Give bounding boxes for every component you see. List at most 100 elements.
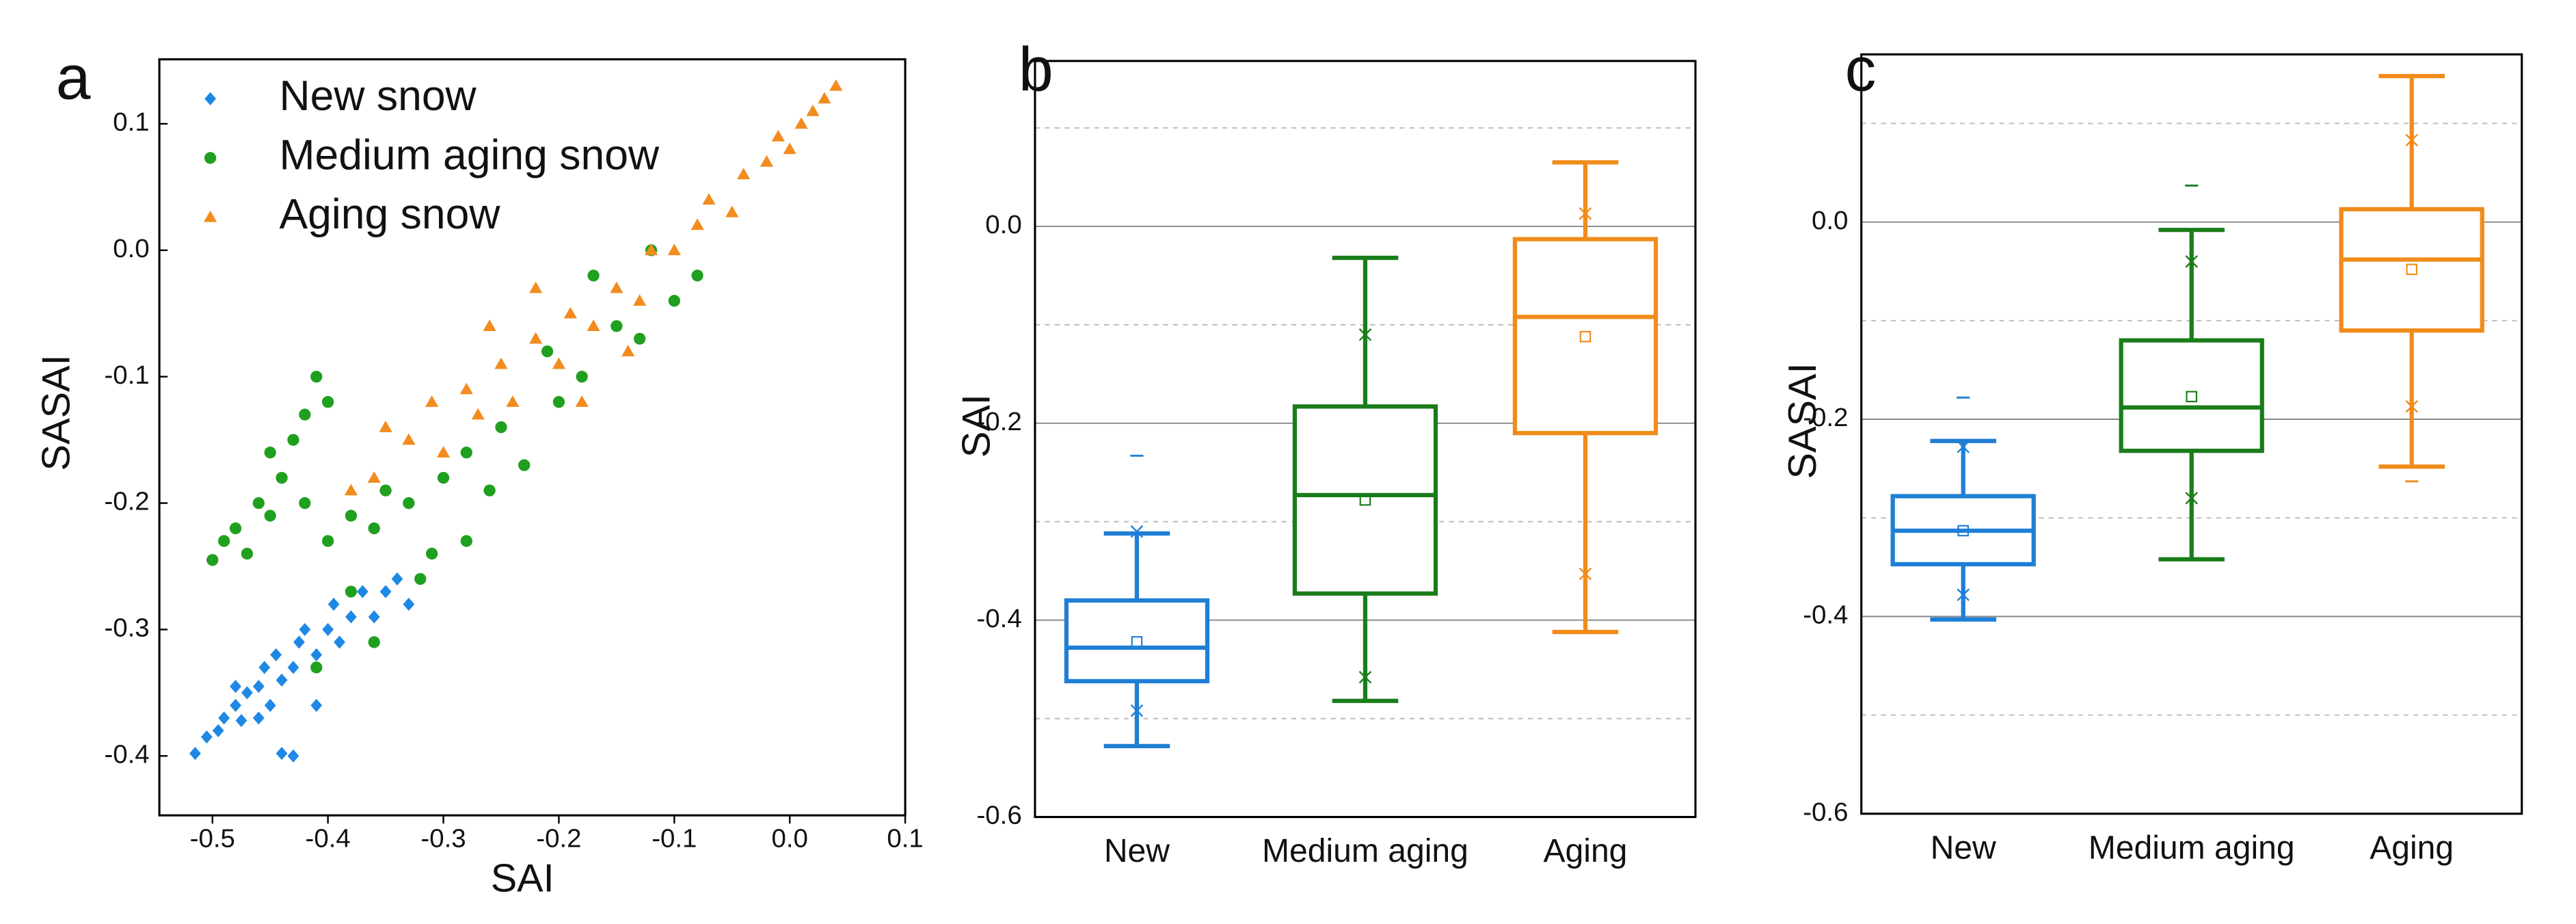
point [806, 104, 820, 116]
point [276, 746, 288, 761]
point [483, 319, 496, 331]
y-tick-label: -0.4 [1803, 600, 1848, 630]
point [494, 357, 508, 369]
percentile-marker [1130, 525, 1144, 538]
point [368, 610, 380, 624]
legend-marker [203, 210, 217, 222]
point [327, 597, 340, 611]
point [230, 679, 241, 694]
point [402, 433, 416, 445]
x-tick-label: -0.3 [420, 823, 466, 853]
legend-label: New snow [280, 72, 477, 120]
point [310, 661, 323, 674]
point [212, 724, 224, 737]
point [702, 193, 716, 205]
point [345, 610, 357, 624]
x-tick-label: -0.4 [306, 823, 351, 853]
x-tick-label: 0.0 [771, 823, 807, 853]
x-tick-label: Aging [1544, 832, 1628, 869]
y-tick-label: -0.4 [104, 739, 149, 769]
point [230, 698, 241, 712]
y-tick-label: 0.0 [1812, 206, 1848, 235]
point [345, 585, 358, 598]
point [725, 205, 739, 217]
x-tick-label: -0.2 [536, 823, 581, 853]
y-tick-label: 0.0 [985, 210, 1021, 239]
point [552, 396, 565, 408]
point [760, 155, 774, 167]
point [322, 535, 334, 547]
point [345, 510, 358, 522]
point [459, 382, 473, 395]
percentile-marker [1579, 207, 1592, 220]
y-tick-label: -0.6 [976, 801, 1021, 830]
point [258, 661, 271, 674]
point [460, 446, 472, 459]
point [310, 698, 323, 712]
point [691, 269, 703, 282]
x-axis-label: SAI [491, 857, 554, 901]
legend-marker [204, 92, 217, 106]
point [529, 332, 543, 344]
point [667, 243, 681, 256]
mean-marker [1957, 525, 1969, 537]
y-tick-label: -0.2 [976, 407, 1021, 436]
point [322, 396, 334, 408]
point [287, 749, 299, 763]
point [495, 421, 507, 434]
point [437, 471, 450, 484]
point [310, 648, 323, 662]
plot-frame [1860, 53, 2523, 815]
y-tick-label: 0.1 [113, 107, 149, 137]
point [634, 332, 646, 345]
percentile-marker [1358, 670, 1372, 684]
box [2119, 338, 2264, 453]
point [368, 636, 380, 648]
mean-marker [2186, 391, 2197, 403]
percentile-marker [2185, 255, 2198, 268]
panel-label: c [1845, 35, 1877, 105]
point [293, 635, 305, 649]
point [575, 395, 589, 407]
point [518, 459, 531, 471]
y-axis-label: SASAI [1781, 362, 1825, 479]
point [471, 408, 485, 420]
point [356, 585, 368, 598]
point [794, 117, 808, 129]
plot-frame [1034, 60, 1697, 819]
x-tick-label: New [1931, 829, 1996, 866]
point [576, 371, 588, 383]
y-axis-label: SASAI [35, 354, 79, 471]
point [414, 572, 427, 585]
point [587, 319, 600, 331]
point [276, 471, 288, 484]
box [1292, 404, 1438, 596]
point [737, 168, 751, 180]
point [287, 661, 299, 674]
panel-label: a [56, 43, 91, 113]
box [1512, 237, 1659, 436]
legend-label: Medium aging snow [280, 131, 660, 179]
percentile-marker [1130, 704, 1144, 717]
point [379, 585, 392, 598]
legend-marker [204, 152, 217, 164]
point [690, 218, 704, 230]
legend-label: Aging snow [280, 190, 501, 238]
y-tick-label: -0.6 [1803, 797, 1848, 827]
panel-label: b [1019, 35, 1054, 105]
point [264, 510, 276, 522]
point [299, 408, 311, 421]
point [644, 243, 658, 256]
point [633, 294, 647, 306]
point [264, 446, 276, 459]
point [241, 547, 254, 560]
percentile-marker [2185, 492, 2198, 505]
point [391, 572, 403, 586]
point [425, 395, 439, 407]
point [322, 622, 334, 637]
point [344, 484, 358, 496]
point [299, 497, 311, 510]
box [1064, 598, 1210, 684]
plot-frame [158, 58, 907, 817]
